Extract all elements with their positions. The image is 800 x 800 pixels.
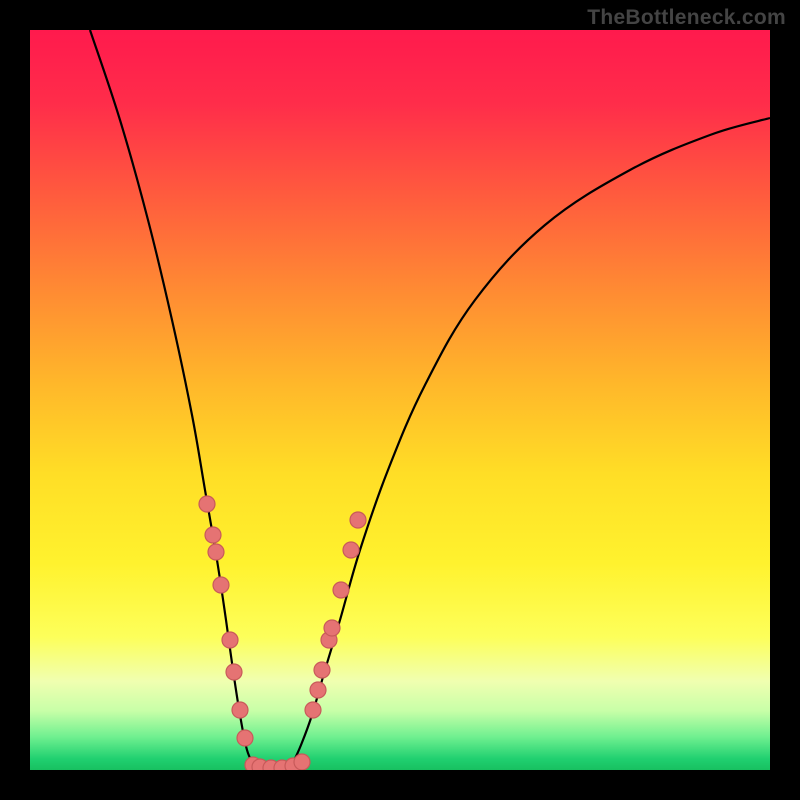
data-marker <box>294 754 310 770</box>
curve-right <box>292 118 770 765</box>
data-marker <box>350 512 366 528</box>
data-marker <box>222 632 238 648</box>
plot-area <box>30 30 770 770</box>
curve-left <box>90 30 254 765</box>
data-marker <box>199 496 215 512</box>
data-marker <box>232 702 248 718</box>
data-marker <box>305 702 321 718</box>
data-marker <box>343 542 359 558</box>
data-markers <box>199 496 366 770</box>
data-marker <box>226 664 242 680</box>
data-marker <box>333 582 349 598</box>
data-marker <box>324 620 340 636</box>
data-marker <box>205 527 221 543</box>
data-marker <box>310 682 326 698</box>
watermark-text: TheBottleneck.com <box>587 6 786 30</box>
data-marker <box>213 577 229 593</box>
data-marker <box>237 730 253 746</box>
chart-curves <box>30 30 770 770</box>
data-marker <box>208 544 224 560</box>
data-marker <box>314 662 330 678</box>
